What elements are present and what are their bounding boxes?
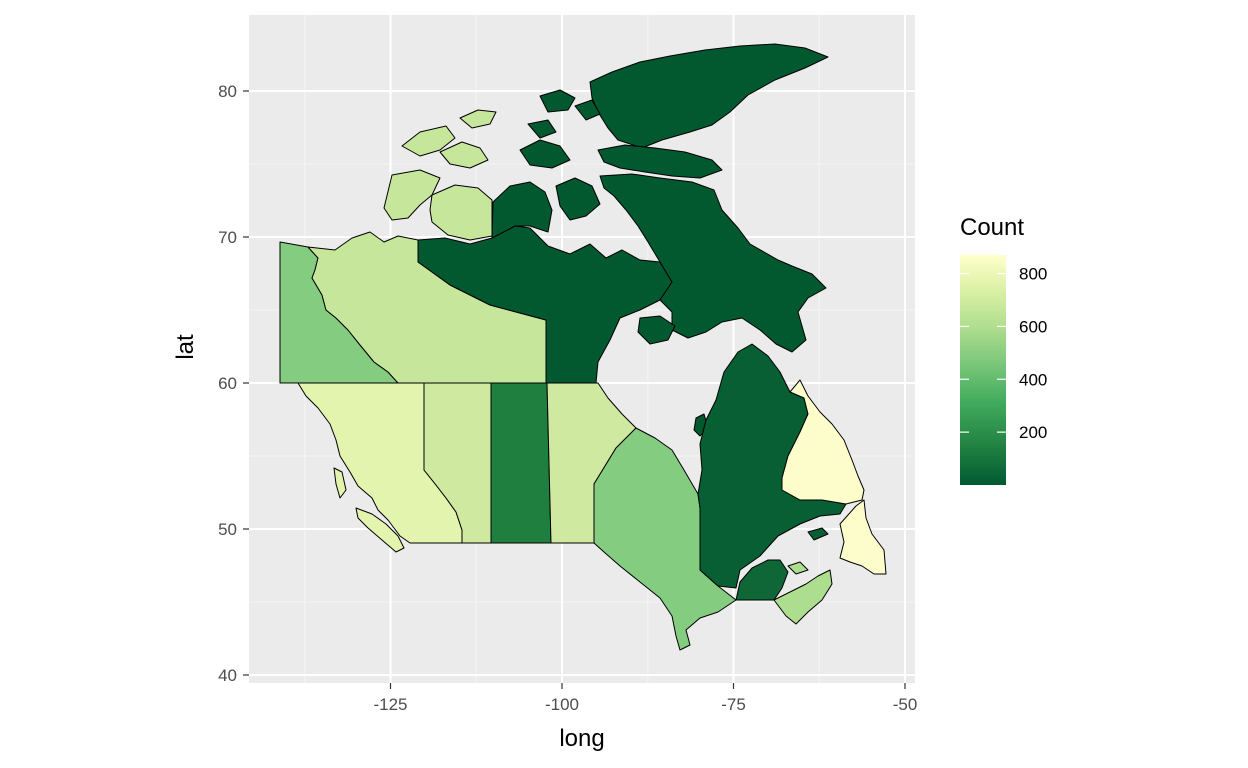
axes: -125 -100 -75 -50 40 50 60 70 80 xyxy=(218,82,917,714)
region-new-brunswick[interactable] xyxy=(735,559,789,601)
region-nunavut-island-3[interactable] xyxy=(555,177,601,221)
region-nunavut-devon[interactable] xyxy=(597,144,723,179)
x-axis-title: long xyxy=(559,725,604,752)
y-tick-label: 40 xyxy=(218,666,237,685)
region-nunavut-ellesmere[interactable] xyxy=(589,43,829,149)
y-tick-label: 50 xyxy=(218,520,237,539)
region-prince-edward-island[interactable] xyxy=(787,561,809,575)
region-nunavut-island-4[interactable] xyxy=(539,89,576,113)
region-nunavut-southampton[interactable] xyxy=(637,315,676,345)
region-nunavut-island-6[interactable] xyxy=(527,119,557,139)
legend: Count 200 400 600 800 xyxy=(960,214,1047,485)
y-tick-label: 60 xyxy=(218,374,237,393)
region-nunavut-island-2[interactable] xyxy=(491,181,553,239)
region-newfoundland-island[interactable] xyxy=(839,499,887,575)
legend-ticks: 200 400 600 800 xyxy=(960,265,1047,442)
legend-title: Count xyxy=(960,214,1024,241)
y-axis-title: lat xyxy=(172,334,199,360)
x-tick-label: -125 xyxy=(373,695,407,714)
region-nunavut-island-5[interactable] xyxy=(574,99,601,121)
y-tick-label: 80 xyxy=(218,82,237,101)
region-bc-vancouver-island[interactable] xyxy=(355,507,405,553)
x-tick-label: -75 xyxy=(721,695,746,714)
legend-label: 800 xyxy=(1019,265,1047,284)
region-nwt-island-north2[interactable] xyxy=(439,141,489,169)
legend-colorbar xyxy=(960,255,1006,485)
legend-label: 200 xyxy=(1019,423,1047,442)
region-saskatchewan[interactable] xyxy=(490,382,552,544)
region-labrador[interactable] xyxy=(781,379,865,505)
x-tick-label: -100 xyxy=(545,695,579,714)
region-nwt-island-north3[interactable] xyxy=(459,109,497,129)
map-regions xyxy=(279,43,887,651)
region-bc-haida-gwaii[interactable] xyxy=(333,467,347,499)
y-tick-label: 70 xyxy=(218,228,237,247)
legend-label: 400 xyxy=(1019,370,1047,389)
region-nwt-island-north1[interactable] xyxy=(401,125,456,157)
region-ontario[interactable] xyxy=(593,427,737,651)
region-nwt-island-victoria[interactable] xyxy=(429,184,493,241)
region-nova-scotia[interactable] xyxy=(773,569,833,625)
legend-label: 600 xyxy=(1019,317,1047,336)
region-nunavut-island-1[interactable] xyxy=(519,139,571,169)
x-tick-label: -50 xyxy=(893,695,918,714)
region-quebec-anticosti[interactable] xyxy=(807,527,829,541)
region-nunavut-baffin[interactable] xyxy=(599,173,827,353)
